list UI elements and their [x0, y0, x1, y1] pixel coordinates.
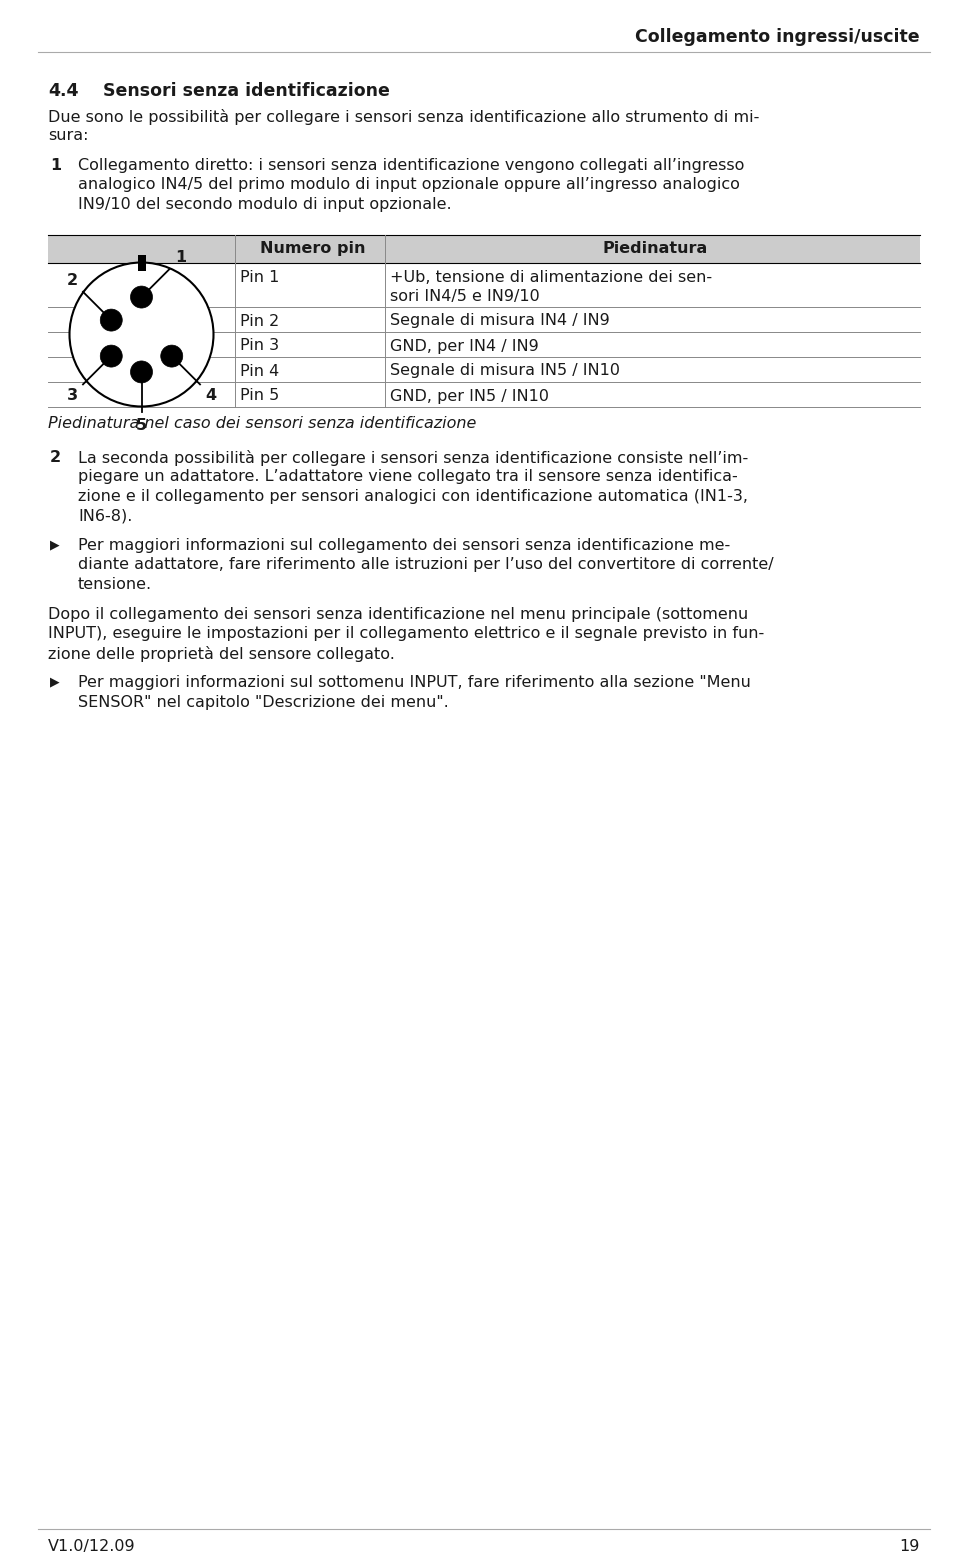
Text: Piedinatura: Piedinatura: [602, 241, 708, 255]
Text: Dopo il collegamento dei sensori senza identificazione nel menu principale (sott: Dopo il collegamento dei sensori senza i…: [48, 606, 748, 622]
Text: Pin 4: Pin 4: [240, 364, 279, 379]
Text: Collegamento diretto: i sensori senza identificazione vengono collegati all’ingr: Collegamento diretto: i sensori senza id…: [78, 158, 744, 172]
Text: Segnale di misura IN4 / IN9: Segnale di misura IN4 / IN9: [390, 313, 610, 329]
Text: Collegamento ingressi/uscite: Collegamento ingressi/uscite: [636, 28, 920, 45]
Text: 1: 1: [50, 158, 61, 172]
Text: Sensori senza identificazione: Sensori senza identificazione: [103, 81, 390, 99]
Text: 1: 1: [175, 249, 186, 265]
Text: Pin 1: Pin 1: [240, 270, 279, 285]
Text: sori IN4/5 e IN9/10: sori IN4/5 e IN9/10: [390, 288, 540, 304]
Text: INPUT), eseguire le impostazioni per il collegamento elettrico e il segnale prev: INPUT), eseguire le impostazioni per il …: [48, 625, 764, 641]
Text: Numero pin: Numero pin: [260, 241, 365, 255]
Text: 2: 2: [50, 450, 61, 465]
Text: 3: 3: [67, 389, 78, 403]
Ellipse shape: [100, 345, 122, 367]
Text: zione delle proprietà del sensore collegato.: zione delle proprietà del sensore colleg…: [48, 646, 395, 661]
Ellipse shape: [131, 360, 153, 382]
Bar: [137, 254, 146, 271]
Text: GND, per IN5 / IN10: GND, per IN5 / IN10: [390, 389, 549, 403]
Text: IN6-8).: IN6-8).: [78, 509, 132, 523]
Text: Per maggiori informazioni sul collegamento dei sensori senza identificazione me-: Per maggiori informazioni sul collegamen…: [78, 537, 731, 553]
Text: 4.4: 4.4: [48, 81, 79, 99]
Text: zione e il collegamento per sensori analogici con identificazione automatica (IN: zione e il collegamento per sensori anal…: [78, 489, 748, 505]
Text: ▶: ▶: [50, 537, 60, 552]
Text: Per maggiori informazioni sul sottomenu INPUT, fare riferimento alla sezione "Me: Per maggiori informazioni sul sottomenu …: [78, 675, 751, 689]
Text: La seconda possibilità per collegare i sensori senza identificazione consiste ne: La seconda possibilità per collegare i s…: [78, 450, 748, 465]
Text: Piedinatura nel caso dei sensori senza identificazione: Piedinatura nel caso dei sensori senza i…: [48, 417, 476, 431]
Ellipse shape: [160, 345, 182, 367]
Text: 4: 4: [205, 389, 216, 403]
Ellipse shape: [131, 287, 153, 309]
Text: GND, per IN4 / IN9: GND, per IN4 / IN9: [390, 338, 539, 354]
Bar: [48, 235, 920, 263]
Text: 2: 2: [67, 273, 78, 288]
Text: tensione.: tensione.: [78, 577, 152, 592]
Ellipse shape: [69, 263, 213, 406]
Text: diante adattatore, fare riferimento alle istruzioni per l’uso del convertitore d: diante adattatore, fare riferimento alle…: [78, 558, 774, 572]
Text: Pin 5: Pin 5: [240, 389, 279, 403]
Text: Pin 3: Pin 3: [240, 338, 279, 354]
Text: SENSOR" nel capitolo "Descrizione dei menu".: SENSOR" nel capitolo "Descrizione dei me…: [78, 694, 448, 710]
Text: ▶: ▶: [50, 675, 60, 688]
Text: +Ub, tensione di alimentazione dei sen-: +Ub, tensione di alimentazione dei sen-: [390, 270, 712, 285]
Text: 19: 19: [900, 1539, 920, 1554]
Text: piegare un adattatore. L’adattatore viene collegato tra il sensore senza identif: piegare un adattatore. L’adattatore vien…: [78, 470, 737, 484]
Ellipse shape: [100, 309, 122, 331]
Text: analogico IN4/5 del primo modulo di input opzionale oppure all’ingresso analogic: analogico IN4/5 del primo modulo di inpu…: [78, 177, 740, 193]
Text: IN9/10 del secondo modulo di input opzionale.: IN9/10 del secondo modulo di input opzio…: [78, 197, 451, 212]
Text: V1.0/12.09: V1.0/12.09: [48, 1539, 135, 1554]
Text: 5: 5: [136, 418, 147, 432]
Text: Segnale di misura IN5 / IN10: Segnale di misura IN5 / IN10: [390, 364, 620, 379]
Text: sura:: sura:: [48, 128, 88, 144]
Text: Pin 2: Pin 2: [240, 313, 279, 329]
Text: Due sono le possibilità per collegare i sensori senza identificazione allo strum: Due sono le possibilità per collegare i …: [48, 110, 759, 125]
